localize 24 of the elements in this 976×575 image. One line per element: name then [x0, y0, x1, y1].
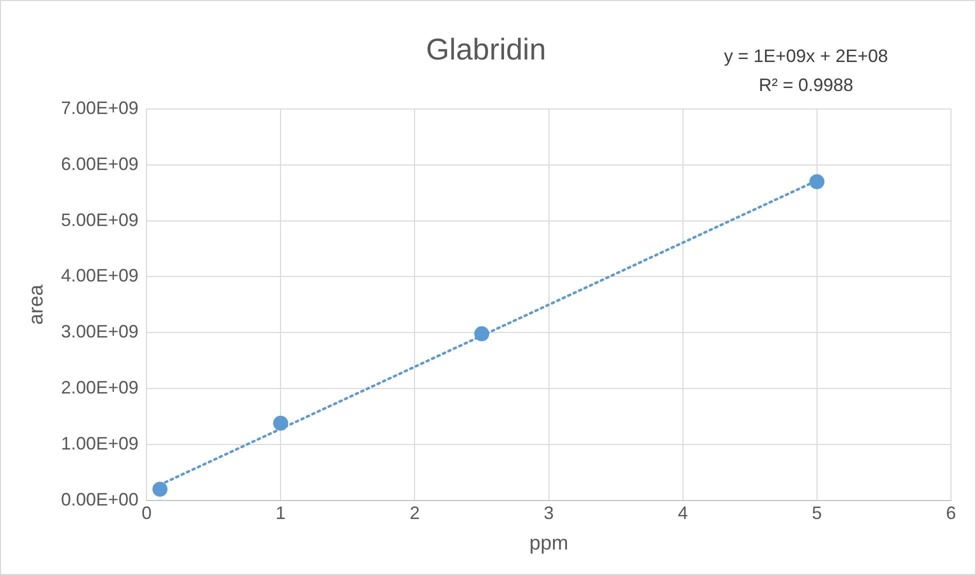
y-tick-label: 0.00E+00	[60, 489, 139, 510]
x-tick-label: 1	[276, 503, 286, 524]
point	[809, 174, 824, 190]
x-tick-label: 6	[946, 503, 956, 524]
x-tick-label: 2	[410, 503, 420, 524]
y-tick-label: 5.00E+09	[60, 210, 139, 230]
x-tick-label: 5	[812, 503, 822, 524]
x-tick-label: 3	[544, 503, 554, 524]
y-tick-label: 1.00E+09	[60, 433, 139, 454]
chart-title: Glabridin	[426, 33, 546, 66]
x-axis-title: ppm	[529, 532, 568, 555]
point	[152, 482, 168, 497]
y-tick-label: 4.00E+09	[60, 266, 139, 286]
x-tick-label: 4	[678, 503, 688, 524]
x-tick-label: 0	[142, 503, 152, 524]
y-tick-label: 6.00E+09	[60, 154, 139, 174]
y-tick-label: 7.00E+09	[60, 98, 139, 118]
text: y = 1E+09x + 2E+08	[724, 46, 888, 66]
y-tick-label: 3.00E+09	[60, 322, 139, 342]
y-axis-title: area	[26, 284, 48, 325]
point	[474, 326, 490, 342]
text: R² = 0.9988	[758, 74, 854, 95]
y-tick-label: 2.00E+09	[60, 378, 139, 398]
point	[273, 416, 288, 431]
